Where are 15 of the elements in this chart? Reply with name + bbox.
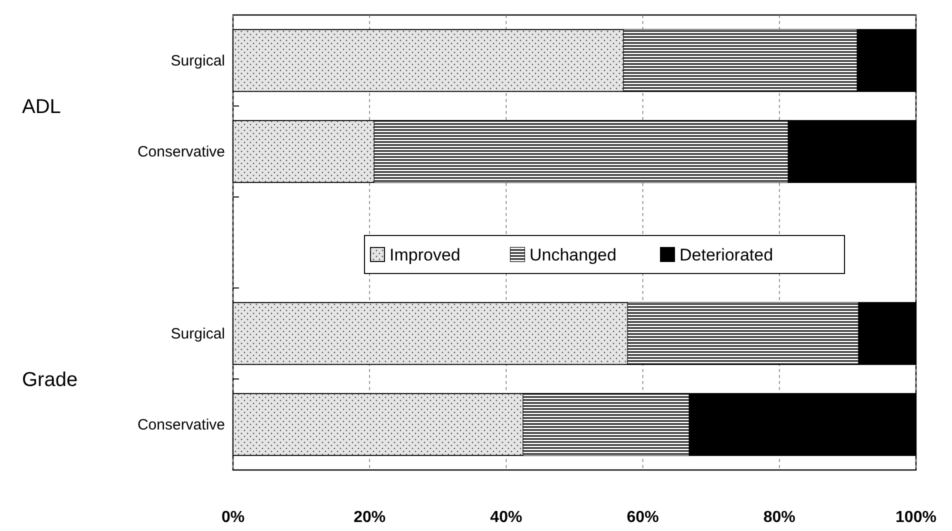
text: Grade	[22, 369, 78, 391]
x-tick-label: 40%	[490, 509, 522, 526]
x-tick-label: 20%	[354, 509, 386, 526]
y-tick-label: Conservative	[137, 416, 225, 434]
x-tick-label: 60%	[626, 509, 659, 526]
legend-label: Improved	[390, 246, 460, 264]
legend-label: Unchanged	[530, 246, 616, 264]
x-tick-label: 80%	[763, 509, 796, 526]
legend-label: Deteriorated	[680, 246, 774, 264]
x-tick-label: 0%	[221, 509, 245, 526]
y-tick-label: Surgical	[170, 52, 225, 70]
x-tick-label: 100%	[896, 509, 936, 526]
text: ADL	[22, 96, 61, 118]
y-tick-label: Conservative	[137, 144, 225, 160]
y-tick-label: Surgical	[170, 326, 225, 342]
